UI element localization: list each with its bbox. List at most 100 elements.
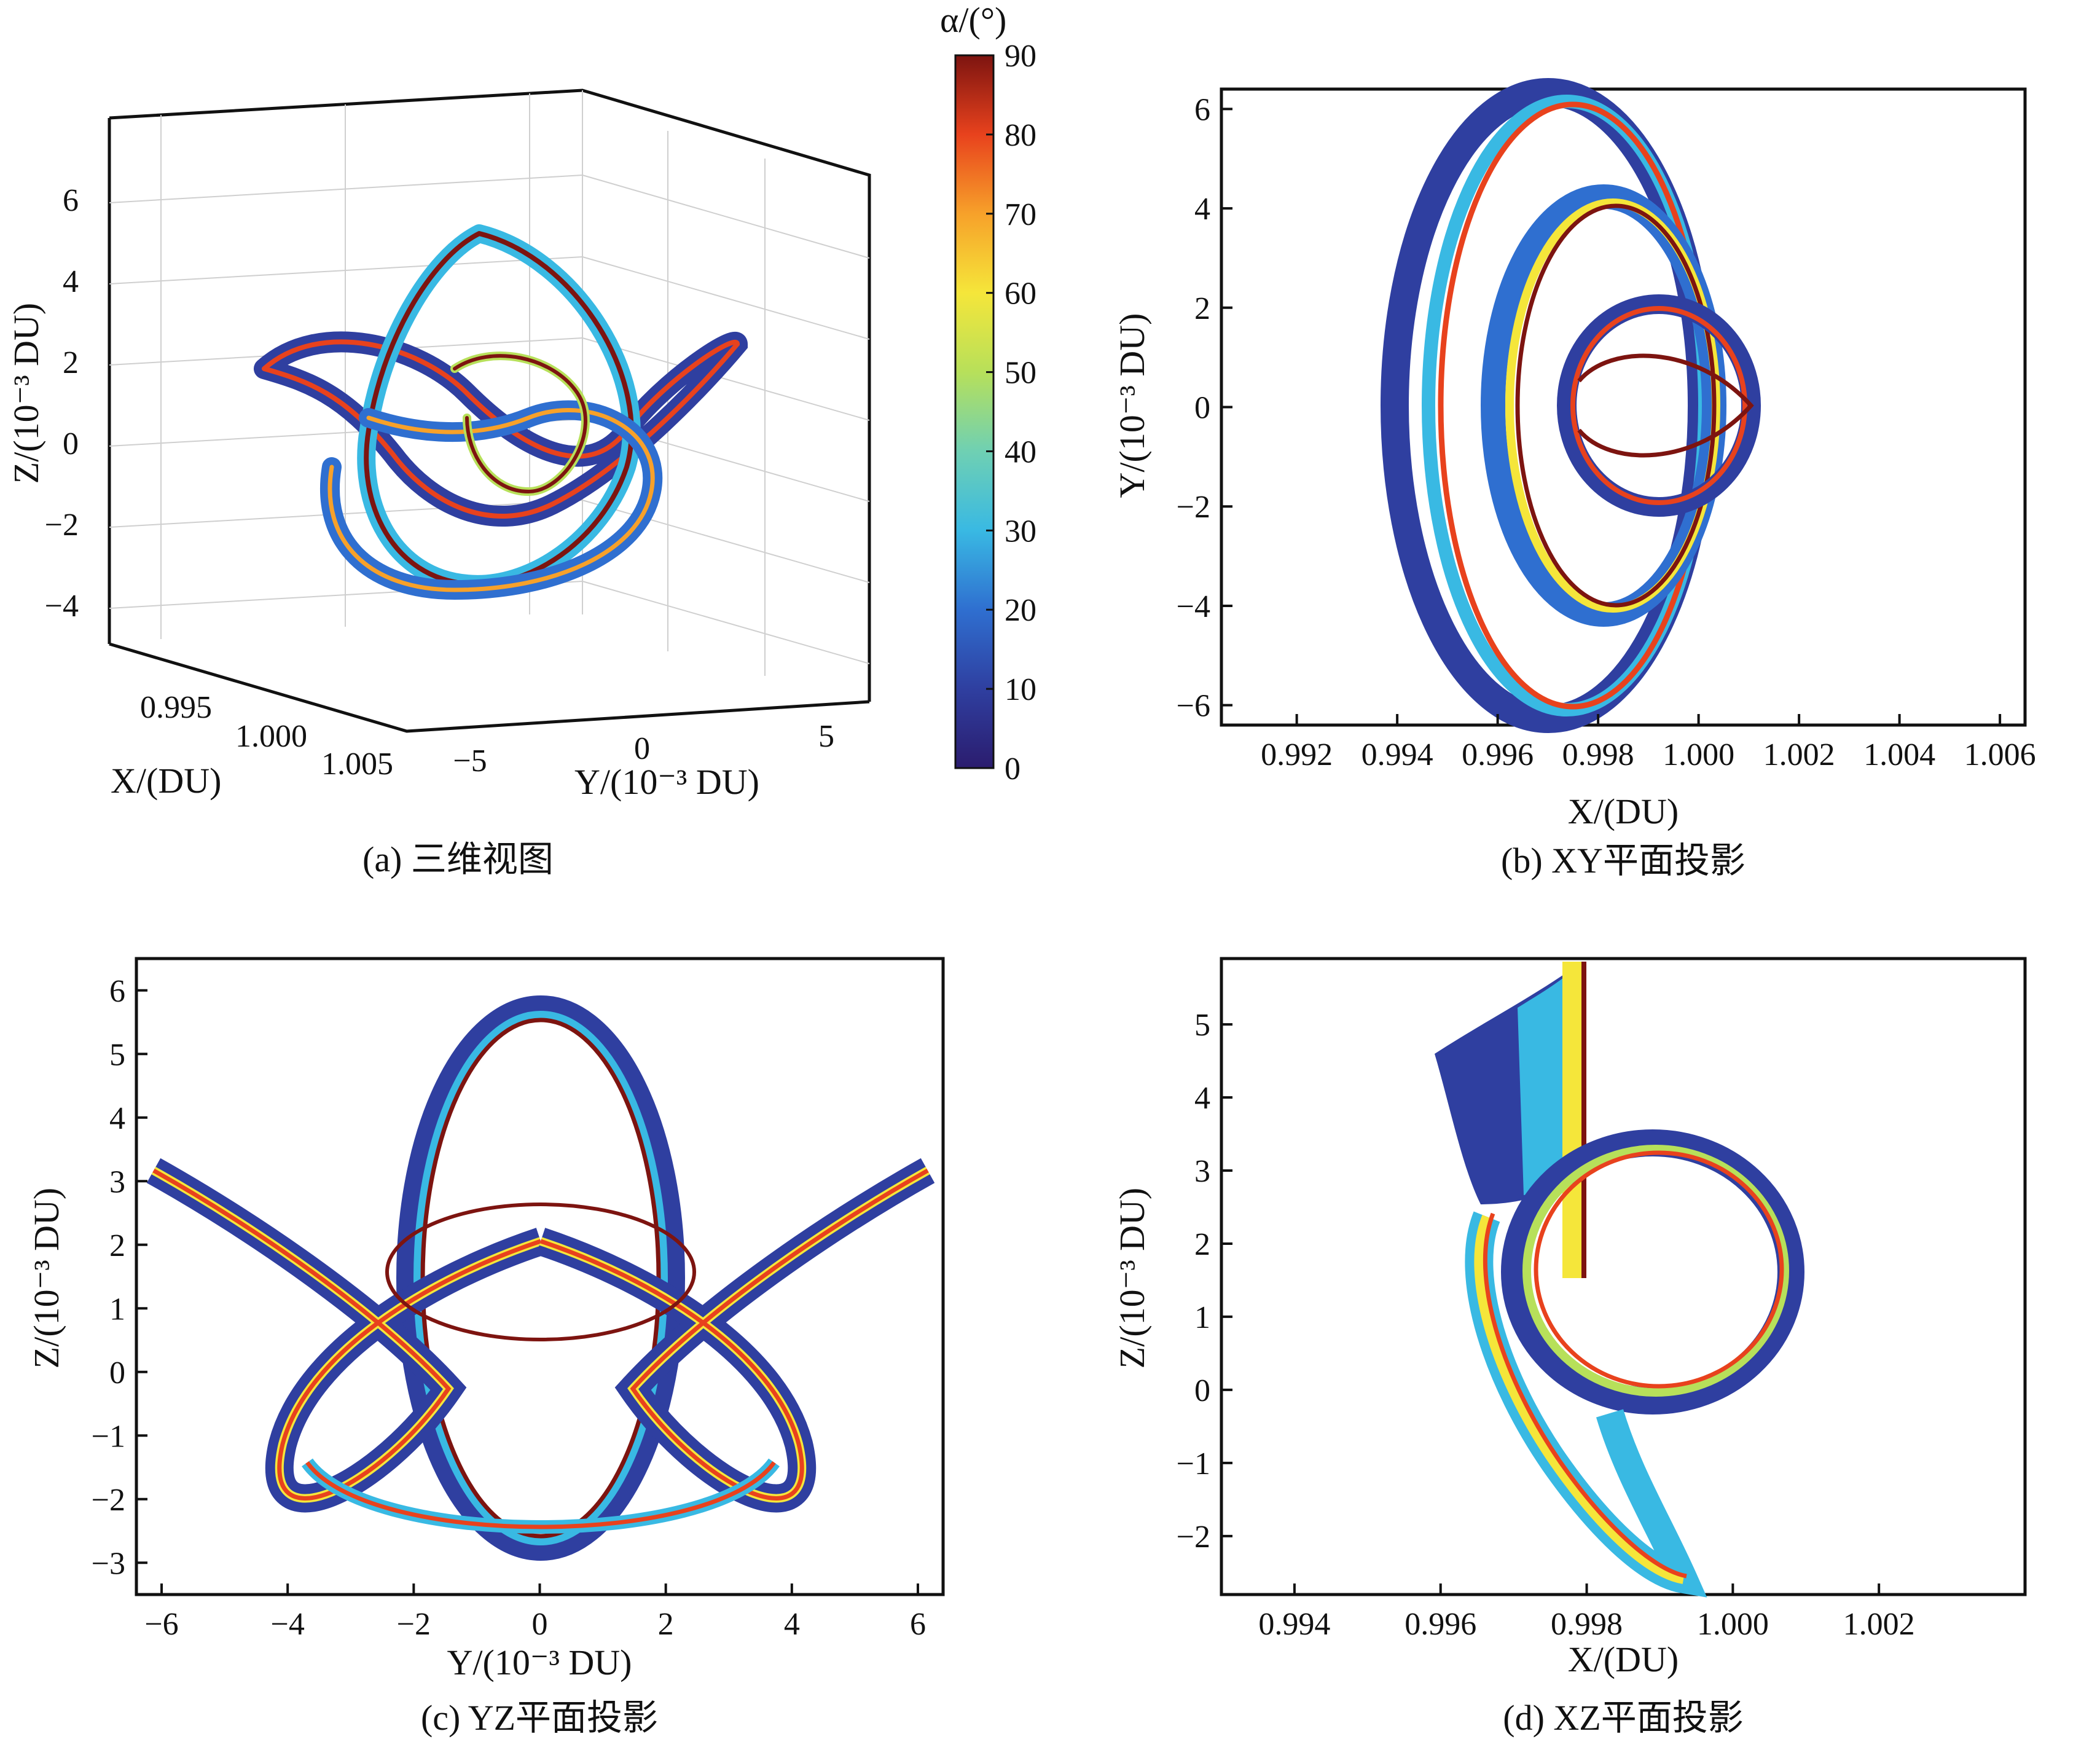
y-axis-label: Z/(10⁻³ DU) [1112,1188,1152,1368]
y-tick-label: −1 [92,1419,125,1454]
x-tick-label: 0.998 [1562,737,1634,772]
x-tick-label: 0.994 [1361,737,1433,772]
tick-label: 1.000 [235,719,307,754]
x-tick-label: 6 [910,1607,926,1642]
ribbon-c-left-wing-edge [152,1168,542,1501]
panel-a-ribbons [254,224,748,600]
x-tick-label: 0.992 [1261,737,1333,772]
panel-c-axes: −6 −4 −2 0 2 4 6 −3 −2 −1 0 1 2 3 4 5 6 [92,974,926,1642]
colorbar-gradient [954,54,995,769]
x-axis-label: Y/(10⁻³ DU) [447,1642,632,1682]
y-tick-label: −3 [92,1546,125,1581]
y-tick-label: −4 [1177,589,1210,624]
ribbon-c-inner [385,1203,696,1341]
colorbar-tick-label: 20 [1005,593,1036,628]
tick-label: −2 [45,508,79,543]
x-tick-label: 0.996 [1405,1607,1476,1642]
y-tick-label: 5 [109,1037,125,1072]
plot-frame [1220,957,2027,1596]
panel-caption: (b) XY平面投影 [1501,841,1745,881]
panel-a-x-ticks: 0.995 1.000 1.005 [140,690,393,782]
ribbon-c-central-band [413,1011,668,1545]
ribbon-b-cross [1577,353,1754,458]
ribbon-d-tail-edge [1483,1212,1687,1579]
panel-a-z-ticks: −4 −2 0 2 4 6 [45,183,79,624]
panel-a: −4 −2 0 2 4 6 0.995 1.000 1.005 −5 0 5 X… [6,88,871,879]
colorbar-tick-label: 80 [1005,118,1036,153]
panel-b-axes: 0.992 0.994 0.996 0.998 1.000 1.002 1.004 1.006… [1177,92,2036,772]
ribbon-c-central [396,995,685,1561]
y-tick-label: 2 [1194,1227,1210,1262]
x-tick-label: 0 [532,1607,548,1642]
colorbar-tick-label: 40 [1005,434,1036,469]
x-tick-label: 1.002 [1843,1607,1915,1642]
colorbar: 0 10 20 30 40 50 60 70 80 90 α/(°) [940,0,1036,787]
x-axis-label: X/(DU) [1568,1639,1679,1679]
colorbar-tick-label: 50 [1005,356,1036,391]
tick-label: 2 [63,345,79,380]
panel-caption: (a) 三维视图 [362,839,554,879]
x-tick-label: −4 [271,1607,305,1642]
panel-caption: (c) YZ平面投影 [421,1698,658,1738]
ribbon-d-tail-band [1474,1215,1685,1584]
panel-a-box [108,88,871,733]
ribbon-c-lower-loop-edge [305,1461,776,1529]
y-axis-label: Z/(10⁻³ DU) [26,1188,66,1368]
ribbon-a-1-edge [262,339,740,519]
ribbon-b-inner-edge [1570,306,1747,505]
panel-a-y-ticks: −5 0 5 [453,719,834,779]
x-tick-label: −6 [144,1607,178,1642]
x-tick-label: 1.006 [1964,737,2036,772]
y-tick-label: 2 [1194,291,1210,326]
tick-label: 6 [63,183,79,218]
ribbon-a-4-edge [453,354,587,494]
y-tick-label: 0 [1194,391,1210,426]
y-axis-label: Y/(10⁻³ DU) [574,762,759,802]
x-tick-label: 1.000 [1697,1607,1769,1642]
tick-label: 0 [634,731,650,766]
ribbon-a-3-edge [327,407,655,592]
colorbar-label: α/(°) [940,0,1006,40]
x-tick-label: −2 [397,1607,431,1642]
tick-label: 1.005 [321,747,393,782]
colorbar-tick-label: 0 [1005,751,1021,787]
x-tick-label: 1.004 [1863,737,1935,772]
y-tick-label: 3 [1194,1154,1210,1189]
x-tick-label: 1.000 [1663,737,1734,772]
y-tick-label: 2 [109,1228,125,1263]
y-tick-label: 1 [109,1292,125,1327]
y-tick-label: 3 [109,1164,125,1199]
colorbar-ticks: 0 10 20 30 40 50 60 70 80 90 [986,39,1036,787]
panel-d-axes: 0.994 0.996 0.998 1.000 1.002 −2 −1 0 1 2 3 4 5 [1177,1008,1915,1642]
colorbar-tick-label: 10 [1005,672,1036,707]
ribbon-d-loop [1501,1129,1804,1415]
y-tick-label: −2 [1177,490,1210,525]
y-tick-label: 1 [1194,1300,1210,1335]
tick-label: −5 [453,744,487,779]
x-tick-label: 0.994 [1258,1607,1330,1642]
y-tick-label: 5 [1194,1008,1210,1043]
panel-d-ribbons [1435,962,1804,1598]
panel-c-ribbons [146,995,935,1561]
y-tick-label: −2 [1177,1520,1210,1555]
y-axis-label: Y/(10⁻³ DU) [1112,313,1152,498]
colorbar-tick-label: 30 [1005,514,1036,549]
x-tick-label: 0.998 [1551,1607,1623,1642]
x-axis-label: X/(DU) [111,761,221,801]
tick-label: 4 [63,264,79,299]
tick-label: −4 [45,589,79,624]
colorbar-tick-label: 70 [1005,197,1036,232]
y-tick-label: 0 [1194,1373,1210,1408]
z-axis-label: Z/(10⁻³ DU) [6,303,46,484]
x-tick-label: 1.002 [1763,737,1835,772]
panel-caption: (d) XZ平面投影 [1503,1698,1743,1738]
x-axis-label: X/(DU) [1568,791,1679,831]
y-tick-label: −2 [92,1483,125,1518]
panel-d: 0.994 0.996 0.998 1.000 1.002 −2 −1 0 1 2 3 4 5 X/(D… [1112,957,2027,1738]
plot-frame [1220,87,2027,727]
y-tick-label: 4 [1194,192,1210,227]
y-tick-label: 0 [109,1356,125,1391]
y-tick-label: −1 [1177,1446,1210,1481]
ribbon-b-mid-edge [1515,203,1717,608]
